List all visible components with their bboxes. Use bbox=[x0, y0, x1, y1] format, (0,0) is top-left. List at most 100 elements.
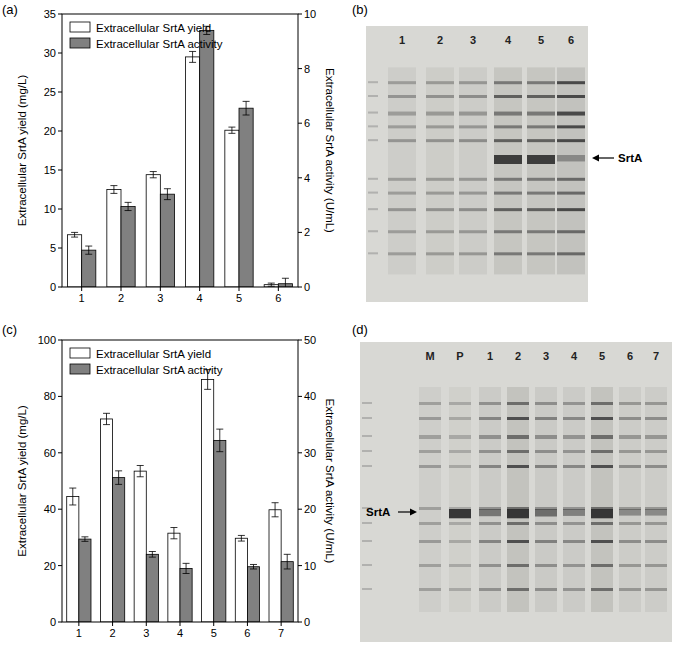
protein-band bbox=[388, 95, 416, 98]
protein-band bbox=[507, 465, 529, 468]
protein-band bbox=[459, 192, 487, 195]
protein-band bbox=[535, 435, 557, 439]
ladder-band bbox=[362, 402, 372, 404]
lane-label: 4 bbox=[571, 350, 578, 362]
gel-panel: (d)MP1234567SrtA bbox=[352, 322, 672, 642]
y2-tick bbox=[298, 232, 302, 233]
protein-band bbox=[535, 450, 557, 453]
x-tick-label: 4 bbox=[197, 292, 203, 304]
error-bar bbox=[284, 554, 291, 569]
protein-band bbox=[527, 208, 555, 211]
error-bar bbox=[243, 101, 250, 115]
y2-tick bbox=[298, 565, 302, 566]
y2-tick-label: 50 bbox=[304, 334, 316, 346]
srta-band bbox=[449, 509, 471, 518]
error-cap bbox=[81, 541, 88, 542]
x-tick-label: 7 bbox=[278, 627, 284, 639]
protein-band bbox=[449, 465, 471, 468]
ladder-band bbox=[362, 417, 372, 419]
error-bar bbox=[228, 127, 235, 133]
error-line bbox=[231, 127, 232, 133]
x-tick-label: 1 bbox=[79, 292, 85, 304]
error-bar bbox=[125, 202, 132, 210]
bar bbox=[134, 471, 146, 622]
protein-band bbox=[459, 208, 487, 211]
protein-band bbox=[507, 417, 529, 420]
protein-band bbox=[419, 522, 441, 525]
protein-band bbox=[507, 540, 529, 543]
lane-label: 2 bbox=[437, 34, 443, 46]
protein-band bbox=[591, 522, 613, 525]
protein-band bbox=[419, 402, 441, 405]
lane-label: 5 bbox=[538, 34, 544, 46]
protein-band bbox=[557, 125, 585, 128]
y-tick bbox=[58, 340, 62, 341]
protein-band bbox=[527, 112, 555, 116]
protein-band bbox=[535, 588, 557, 591]
protein-band bbox=[494, 112, 522, 116]
protein-band bbox=[426, 139, 454, 142]
ladder-band bbox=[362, 588, 372, 590]
error-cap bbox=[137, 476, 144, 477]
protein-band bbox=[494, 139, 522, 142]
protein-band bbox=[557, 95, 585, 98]
bar bbox=[202, 379, 214, 622]
protein-band bbox=[563, 564, 585, 567]
y-tick-label: 80 bbox=[44, 390, 56, 402]
y2-axis-label: Extracellular SrtA activity (U/mL) bbox=[324, 399, 336, 564]
x-tick bbox=[81, 287, 82, 291]
protein-band bbox=[563, 588, 585, 591]
protein-band bbox=[591, 435, 613, 439]
protein-band bbox=[645, 522, 667, 525]
bar bbox=[146, 175, 160, 287]
error-bar bbox=[85, 246, 92, 254]
error-cap bbox=[238, 541, 245, 542]
protein-band bbox=[388, 192, 416, 195]
y2-tick bbox=[298, 396, 302, 397]
error-bar bbox=[103, 413, 110, 424]
srta-band bbox=[507, 509, 529, 518]
x-tick-label: 3 bbox=[143, 627, 149, 639]
protein-band bbox=[563, 435, 585, 439]
lane-smear bbox=[563, 387, 585, 612]
y2-tick bbox=[298, 68, 302, 69]
protein-band bbox=[645, 417, 667, 420]
y2-tick-label: 20 bbox=[304, 503, 316, 515]
error-line bbox=[285, 278, 286, 287]
error-line bbox=[275, 503, 276, 517]
protein-band bbox=[535, 402, 557, 405]
protein-band bbox=[645, 540, 667, 543]
protein-band bbox=[645, 402, 667, 405]
y-tick bbox=[58, 131, 62, 132]
plot-frame bbox=[62, 14, 298, 287]
protein-band bbox=[426, 125, 454, 128]
bar bbox=[100, 419, 112, 622]
ladder-band bbox=[362, 540, 372, 542]
y2-tick bbox=[298, 340, 302, 341]
protein-band bbox=[591, 402, 613, 405]
protein-band bbox=[619, 522, 641, 525]
bar bbox=[168, 533, 180, 622]
protein-band bbox=[388, 125, 416, 128]
y-tick-label: 5 bbox=[50, 242, 56, 254]
lane-label: P bbox=[456, 350, 463, 362]
protein-band bbox=[591, 450, 613, 453]
error-cap bbox=[150, 177, 157, 178]
y2-tick-label: 10 bbox=[304, 8, 316, 20]
lane-label: 6 bbox=[627, 350, 633, 362]
protein-band bbox=[479, 588, 501, 591]
error-cap bbox=[110, 185, 117, 186]
error-line bbox=[106, 413, 107, 424]
bar bbox=[121, 206, 135, 287]
protein-band bbox=[557, 208, 585, 211]
error-cap bbox=[216, 429, 223, 430]
bar bbox=[200, 30, 214, 287]
error-cap bbox=[125, 202, 132, 203]
x-tick bbox=[78, 622, 79, 626]
protein-band bbox=[426, 178, 454, 181]
protein-band bbox=[426, 208, 454, 211]
protein-band bbox=[479, 417, 501, 420]
y-tick-label: 0 bbox=[50, 281, 56, 293]
protein-band bbox=[619, 450, 641, 453]
legend-label: Extracellular SrtA activity bbox=[96, 364, 223, 376]
